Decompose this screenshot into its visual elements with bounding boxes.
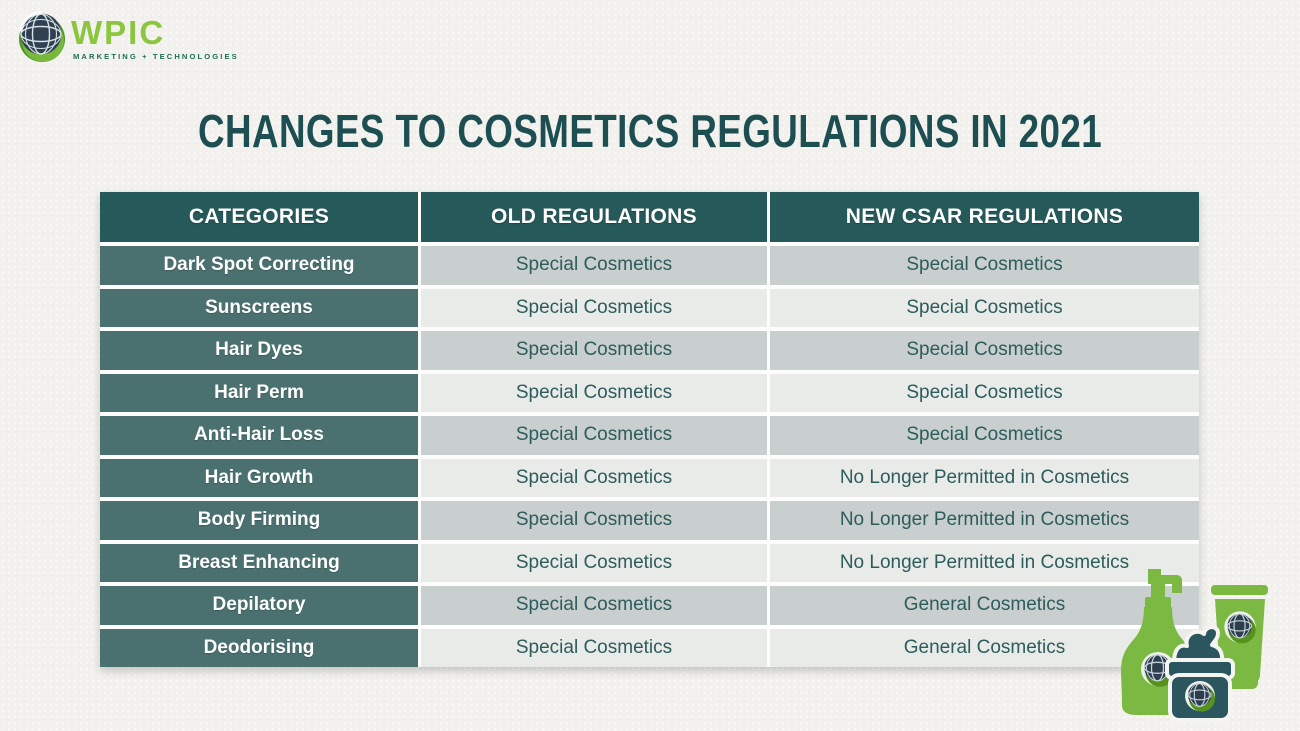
- table-row: Anti-Hair Loss Special Cosmetics Special C…: [100, 416, 1199, 455]
- old-regulation-cell: Special Cosmetics: [421, 628, 767, 667]
- page-title-text: CHANGES TO COSMETICS REGULATIONS IN 2021: [197, 105, 1103, 157]
- regulations-table-body: Dark Spot Correcting Special Cosmetics Spe…: [100, 246, 1199, 667]
- category-cell: Deodorising: [100, 628, 418, 667]
- category-cell: Body Firming: [100, 501, 418, 540]
- new-regulation-cell: General Cosmetics: [770, 586, 1199, 625]
- old-regulation-cell: Special Cosmetics: [421, 416, 767, 455]
- new-regulation-cell: No Longer Permitted in Cosmetics: [770, 458, 1199, 497]
- cream-jar-icon: [1165, 625, 1235, 722]
- new-regulation-cell: Special Cosmetics: [770, 288, 1199, 327]
- old-regulation-cell: Special Cosmetics: [421, 458, 767, 497]
- table-header-row: CATEGORIES OLD REGULATIONS NEW CSAR REGU…: [100, 192, 1199, 242]
- header-new-csar-regulations: NEW CSAR REGULATIONS: [770, 192, 1199, 242]
- new-regulation-cell: No Longer Permitted in Cosmetics: [770, 543, 1199, 582]
- tube-icon: [1211, 585, 1268, 689]
- logo-tagline: MARKETING + TECHNOLOGIES: [73, 52, 239, 61]
- table-row: Depilatory Special Cosmetics General Cosme…: [100, 586, 1199, 625]
- page-title: CHANGES TO COSMETICS REGULATIONS IN 2021: [0, 106, 1300, 157]
- table-row: Hair Dyes Special Cosmetics Special Cosmet…: [100, 331, 1199, 370]
- category-cell: Hair Growth: [100, 458, 418, 497]
- logo-brand: WPIC: [71, 14, 166, 51]
- table-row: Body Firming Special Cosmetics No Longer P…: [100, 501, 1199, 540]
- header-old-regulations: OLD REGULATIONS: [421, 192, 767, 242]
- globe-icon: [1185, 681, 1215, 712]
- category-cell: Hair Perm: [100, 373, 418, 412]
- old-regulation-cell: Special Cosmetics: [421, 373, 767, 412]
- old-regulation-cell: Special Cosmetics: [421, 288, 767, 327]
- category-cell: Dark Spot Correcting: [100, 246, 418, 285]
- old-regulation-cell: Special Cosmetics: [421, 543, 767, 582]
- new-regulation-cell: No Longer Permitted in Cosmetics: [770, 501, 1199, 540]
- old-regulation-cell: Special Cosmetics: [421, 331, 767, 370]
- table-row: Deodorising Special Cosmetics General Cosm…: [100, 628, 1199, 667]
- cosmetics-illustration: [1121, 569, 1268, 722]
- category-cell: Sunscreens: [100, 288, 418, 327]
- table-row: Hair Perm Special Cosmetics Special Cosmet…: [100, 373, 1199, 412]
- new-regulation-cell: General Cosmetics: [770, 628, 1199, 667]
- header-categories: CATEGORIES: [100, 192, 418, 242]
- old-regulation-cell: Special Cosmetics: [421, 246, 767, 285]
- old-regulation-cell: Special Cosmetics: [421, 501, 767, 540]
- globe-icon: [19, 11, 65, 62]
- category-cell: Breast Enhancing: [100, 543, 418, 582]
- regulations-table: CATEGORIES OLD REGULATIONS NEW CSAR REGU…: [100, 192, 1199, 667]
- logo-text: WPIC MARKETING + TECHNOLOGIES: [71, 10, 239, 61]
- category-cell: Depilatory: [100, 586, 418, 625]
- table-row: Dark Spot Correcting Special Cosmetics Spe…: [100, 246, 1199, 285]
- new-regulation-cell: Special Cosmetics: [770, 373, 1199, 412]
- new-regulation-cell: Special Cosmetics: [770, 416, 1199, 455]
- globe-icon: [1224, 611, 1256, 644]
- new-regulation-cell: Special Cosmetics: [770, 246, 1199, 285]
- table-row: Breast Enhancing Special Cosmetics No Long…: [100, 543, 1199, 582]
- table-row: Sunscreens Special Cosmetics Special Cosme…: [100, 288, 1199, 327]
- table-row: Hair Growth Special Cosmetics No Longer Pe…: [100, 458, 1199, 497]
- old-regulation-cell: Special Cosmetics: [421, 586, 767, 625]
- category-cell: Anti-Hair Loss: [100, 416, 418, 455]
- new-regulation-cell: Special Cosmetics: [770, 331, 1199, 370]
- wpic-logo: WPIC MARKETING + TECHNOLOGIES: [16, 10, 239, 64]
- category-cell: Hair Dyes: [100, 331, 418, 370]
